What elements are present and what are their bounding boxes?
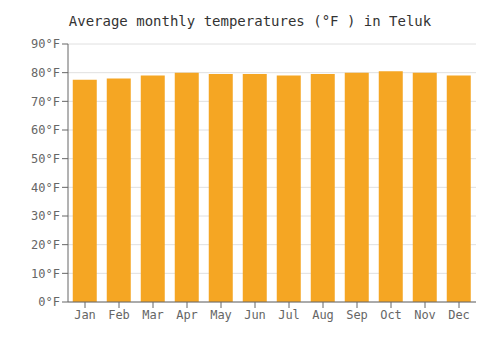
svg-text:30°F: 30°F (31, 209, 60, 223)
svg-text:50°F: 50°F (31, 152, 60, 166)
svg-text:Apr: Apr (176, 308, 198, 322)
svg-text:Dec: Dec (448, 308, 470, 322)
svg-text:20°F: 20°F (31, 238, 60, 252)
svg-text:Jun: Jun (244, 308, 266, 322)
svg-text:90°F: 90°F (31, 37, 60, 51)
svg-text:Aug: Aug (312, 308, 334, 322)
svg-text:Jan: Jan (74, 308, 96, 322)
svg-text:Mar: Mar (142, 308, 164, 322)
svg-text:Oct: Oct (380, 308, 402, 322)
svg-text:Nov: Nov (414, 308, 436, 322)
html-text:Average monthly temperatures (: Average monthly temperatures (°F ) in Te… (68, 13, 432, 29)
svg-text:60°F: 60°F (31, 123, 60, 137)
svg-text:80°F: 80°F (31, 66, 60, 80)
svg-text:10°F: 10°F (31, 267, 60, 281)
svg-text:Feb: Feb (108, 308, 130, 322)
svg-text:0°F: 0°F (38, 295, 60, 309)
svg-text:Sep: Sep (346, 308, 368, 322)
svg-text:40°F: 40°F (31, 181, 60, 195)
svg-text:70°F: 70°F (31, 95, 60, 109)
svg-text:Jul: Jul (278, 308, 300, 322)
svg-text:May: May (210, 308, 232, 322)
